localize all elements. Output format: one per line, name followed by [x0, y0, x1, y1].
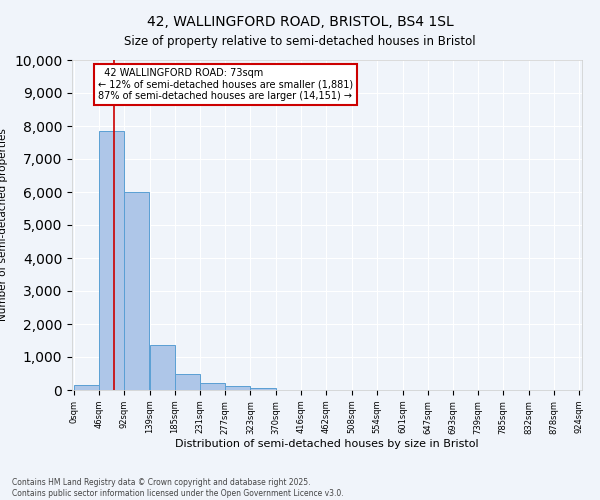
Bar: [250, 388, 275, 390]
Bar: [225, 386, 250, 390]
Bar: [124, 192, 149, 390]
Text: 42, WALLINGFORD ROAD, BRISTOL, BS4 1SL: 42, WALLINGFORD ROAD, BRISTOL, BS4 1SL: [146, 15, 454, 29]
Y-axis label: Number of semi-detached properties: Number of semi-detached properties: [0, 128, 8, 322]
Bar: [74, 385, 99, 390]
Text: Contains HM Land Registry data © Crown copyright and database right 2025.
Contai: Contains HM Land Registry data © Crown c…: [12, 478, 344, 498]
Bar: [175, 374, 200, 390]
Text: 42 WALLINGFORD ROAD: 73sqm
← 12% of semi-detached houses are smaller (1,881)
87%: 42 WALLINGFORD ROAD: 73sqm ← 12% of semi…: [98, 68, 353, 102]
Bar: [200, 384, 225, 390]
Bar: [99, 131, 124, 390]
X-axis label: Distribution of semi-detached houses by size in Bristol: Distribution of semi-detached houses by …: [175, 440, 479, 450]
Bar: [150, 346, 175, 390]
Text: Size of property relative to semi-detached houses in Bristol: Size of property relative to semi-detach…: [124, 35, 476, 48]
